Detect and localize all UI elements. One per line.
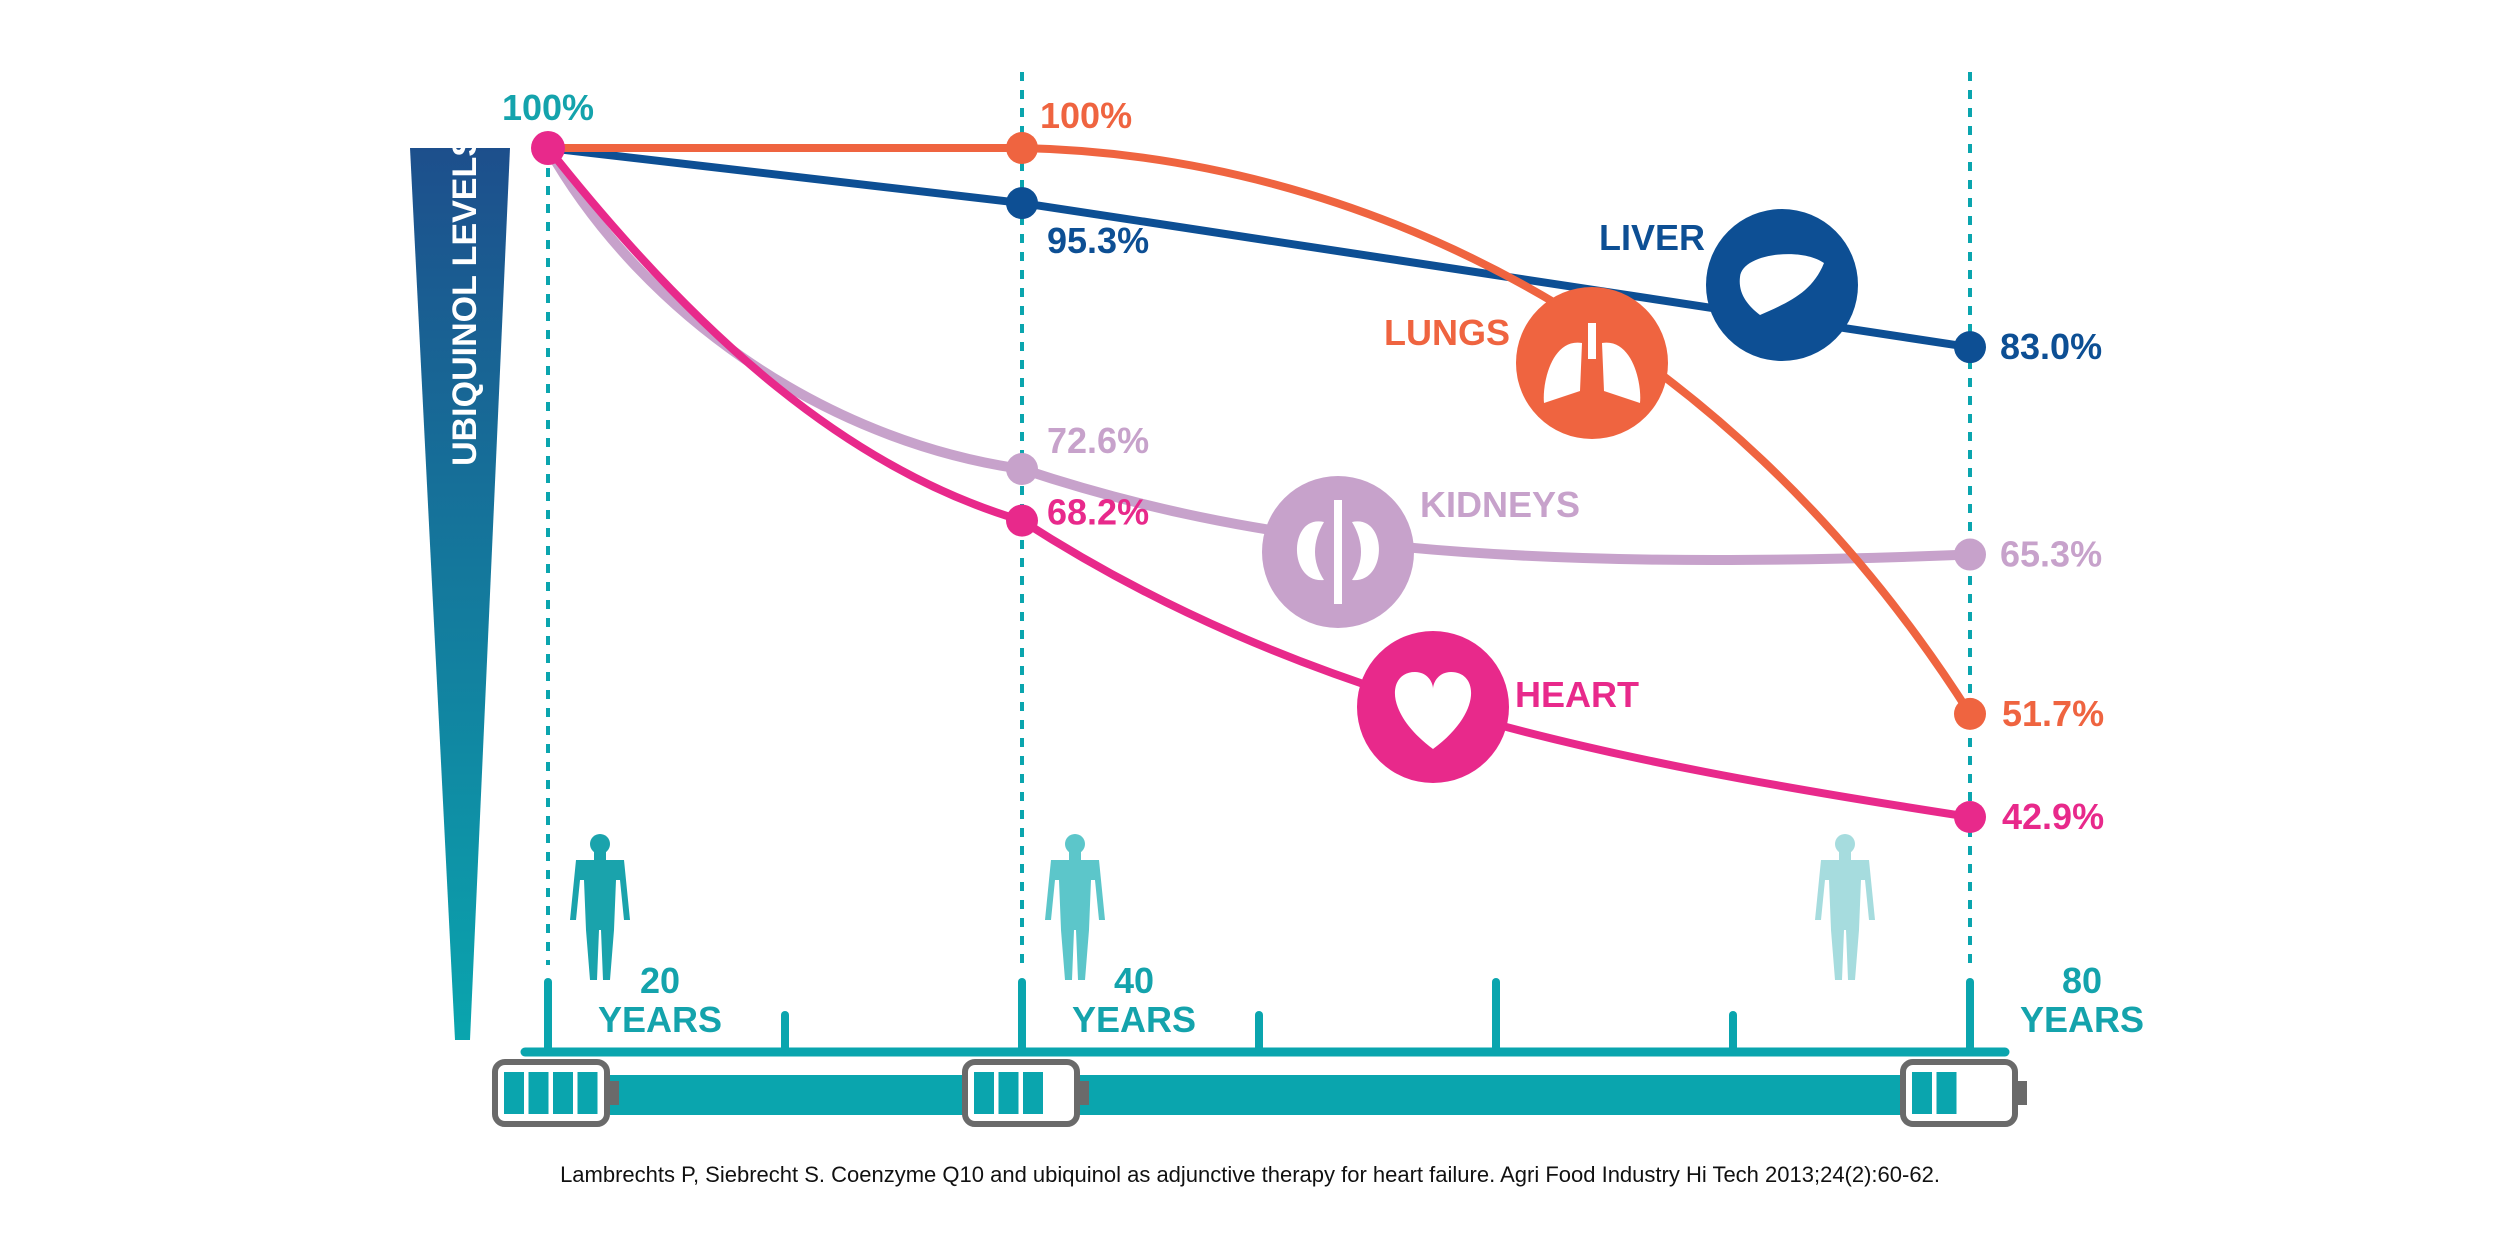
battery-cell xyxy=(528,1072,549,1114)
battery-terminal xyxy=(1080,1081,1089,1105)
series-name-heart: HEART xyxy=(1515,674,1639,715)
data-points xyxy=(531,131,1986,833)
series-line-lungs xyxy=(544,144,1974,718)
trachea-glyph xyxy=(1588,323,1596,359)
heart-icon xyxy=(1357,631,1509,783)
battery-cell xyxy=(504,1072,524,1114)
data-point-lungs-2 xyxy=(1954,697,1986,730)
battery-cell xyxy=(1912,1072,1932,1114)
battery-cell xyxy=(998,1072,1019,1114)
right-lung-glyph xyxy=(1602,342,1641,403)
human-figure-icon xyxy=(570,834,630,980)
liver-glyph xyxy=(1739,254,1824,315)
data-label-heart-1: 68.2% xyxy=(1047,492,1149,533)
kidneys-icon xyxy=(1262,476,1414,628)
start-data-point xyxy=(531,131,565,165)
age-unit: YEARS xyxy=(598,999,722,1040)
battery-cell xyxy=(974,1072,994,1114)
data-point-liver-1 xyxy=(1006,187,1038,220)
citation: Lambrechts P, Siebrecht S. Coenzyme Q10 … xyxy=(560,1162,1940,1187)
data-point-liver-2 xyxy=(1954,331,1986,364)
ureter-glyph xyxy=(1334,500,1342,604)
data-labels: 100% 95.3% 83.0% 100% 51.7% 72.6% 65.3% 68.2% 42… xyxy=(502,87,2104,837)
data-label-lungs-1: 100% xyxy=(1040,95,1132,136)
series-name-liver: LIVER xyxy=(1599,217,1705,258)
battery-cell xyxy=(577,1072,598,1114)
lungs-icon xyxy=(1516,287,1668,439)
age-unit: YEARS xyxy=(1072,999,1196,1040)
data-point-heart-2 xyxy=(1954,801,1986,833)
battery-cell xyxy=(1936,1072,1957,1114)
series-line-heart xyxy=(544,144,1974,821)
left-kidney-glyph xyxy=(1297,521,1324,581)
guide-lines xyxy=(546,72,1972,965)
data-label-kidneys-2: 65.3% xyxy=(2000,534,2102,575)
x-axis xyxy=(520,978,2010,1057)
age-number: 40 xyxy=(1114,960,1154,1001)
battery-terminal xyxy=(610,1081,619,1105)
ubiquinol-wedge xyxy=(410,148,510,1040)
data-point-heart-1 xyxy=(1006,504,1038,537)
age-unit: YEARS xyxy=(2020,999,2144,1040)
battery-terminal xyxy=(2018,1081,2027,1105)
data-label-heart-2: 42.9% xyxy=(2002,796,2104,837)
right-kidney-glyph xyxy=(1352,521,1379,581)
battery-cell xyxy=(553,1072,573,1114)
series-line-kidneys xyxy=(543,143,1975,566)
data-point-kidneys-2 xyxy=(1954,538,1986,571)
organ-circle xyxy=(1516,287,1668,439)
y-axis-label: UBIQUINOL LEVELS xyxy=(446,134,484,466)
series-name-kidneys: KIDNEYS xyxy=(1420,484,1580,525)
data-point-lungs-1 xyxy=(1006,132,1038,164)
left-lung-glyph xyxy=(1543,342,1582,403)
age-number: 20 xyxy=(640,960,680,1001)
heart-glyph xyxy=(1394,672,1472,749)
liver-icon xyxy=(1706,209,1858,361)
data-label-kidneys-1: 72.6% xyxy=(1047,420,1149,461)
battery-connector xyxy=(610,1075,1910,1115)
data-label-liver-1: 95.3% xyxy=(1047,220,1149,261)
series-name-lungs: LUNGS xyxy=(1384,312,1510,353)
battery-bar xyxy=(492,1059,2027,1127)
battery-cell xyxy=(1023,1072,1043,1114)
series-lines xyxy=(543,143,1975,821)
data-label-liver-2: 83.0% xyxy=(2000,326,2102,367)
data-label-lungs-2: 51.7% xyxy=(2002,693,2104,734)
human-figure-icon xyxy=(1815,834,1875,980)
data-point-kidneys-1 xyxy=(1006,453,1038,486)
age-number: 80 xyxy=(2062,960,2102,1001)
human-figure-icon xyxy=(1045,834,1105,980)
start-value-label: 100% xyxy=(502,87,594,128)
organ-icons: LIVER LUNGS KIDNEYS HEART xyxy=(1262,209,1858,783)
